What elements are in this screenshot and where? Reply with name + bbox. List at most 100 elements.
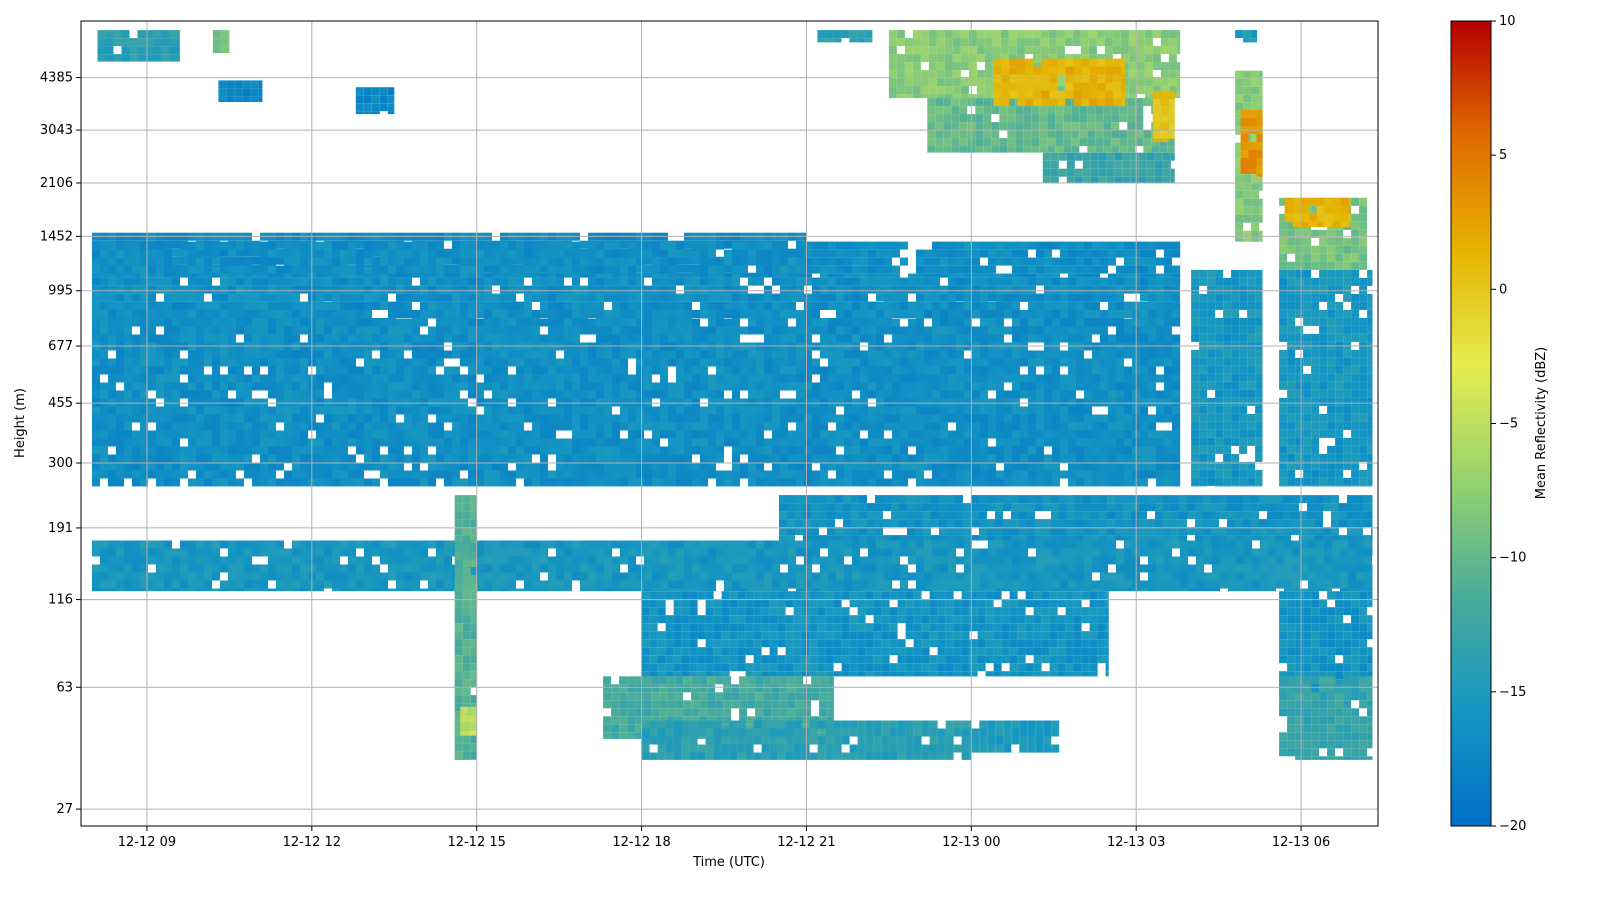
heatmap-cell [164,358,172,367]
heatmap-cell [348,350,356,359]
heatmap-cell [972,446,980,455]
heatmap-cell [356,422,364,431]
heatmap-cell [1044,334,1052,343]
heatmap-cell [540,382,548,391]
heatmap-cell [244,241,252,250]
heatmap-cell [1044,318,1052,319]
heatmap-cell [1255,325,1263,334]
heatmap-cell [892,470,900,479]
heatmap-cell [316,241,324,250]
heatmap-cell [212,382,220,391]
heatmap-cell [444,470,452,479]
heatmap-cell [956,374,964,383]
heatmap-cell [532,334,540,343]
heatmap-cell [1148,462,1156,471]
heatmap-cell [780,302,788,310]
heatmap-cell [356,438,364,447]
heatmap-cell [788,470,796,479]
heatmap-cell [660,398,668,407]
heatmap-cell [764,438,772,447]
heatmap-cell [252,366,260,375]
heatmap-cell [836,241,844,250]
heatmap-cell [1100,249,1108,258]
heatmap-cell [820,265,828,274]
heatmap-cell [948,241,956,250]
heatmap-cell [956,285,964,294]
heatmap-cell [868,446,876,455]
heatmap-cell [420,318,428,327]
heatmap-cell [556,414,564,423]
heatmap-cell [684,446,692,455]
heatmap-cell [844,430,852,439]
heatmap-cell [348,249,356,258]
heatmap-cell [1239,357,1248,366]
heatmap-cell [212,318,220,327]
heatmap-cell [468,310,476,318]
heatmap-cell [388,414,396,423]
heatmap-cell [1012,462,1020,471]
heatmap-cell [1199,461,1208,470]
heatmap-cell [764,470,772,479]
heatmap-cell [484,249,492,258]
heatmap-cell [1084,241,1092,250]
heatmap-cell [356,382,364,391]
heatmap-cell [524,241,532,250]
heatmap-cell [380,358,388,367]
heatmap-cell [132,454,140,463]
heatmap-cell [980,326,988,335]
heatmap-cell [108,318,116,327]
heatmap-cell [820,277,828,286]
heatmap-cell [324,318,332,319]
heatmap-cell [388,350,396,359]
heatmap-cell [452,318,460,327]
heatmap-cell [300,257,308,266]
heatmap-cell [916,422,924,431]
heatmap-cell [948,414,956,423]
heatmap-cell [460,265,468,274]
heatmap-cell [956,382,964,391]
heatmap-cell [356,398,364,407]
heatmap-cell [252,470,260,479]
heatmap-cell [1231,373,1240,382]
heatmap-cell [660,277,668,286]
heatmap-cell [540,277,548,286]
heatmap-cell [1191,317,1200,326]
heatmap-cell [220,454,228,463]
heatmap-cell [908,462,916,471]
heatmap-cell [1076,326,1084,335]
heatmap-cell [260,454,268,463]
heatmap-cell [852,326,860,335]
heatmap-cell [100,366,108,375]
heatmap-cell [436,302,444,310]
heatmap-cell [1036,302,1044,310]
heatmap-cell [468,438,476,447]
heatmap-cell [1223,445,1232,454]
heatmap-cell [948,366,956,375]
heatmap-cell [124,318,132,327]
heatmap-cell [268,293,276,302]
heatmap-cell [412,318,420,319]
heatmap-cell [1223,461,1232,470]
heatmap-cell [596,422,604,431]
heatmap-cell [412,422,420,431]
heatmap-cell [284,318,292,319]
heatmap-cell [452,398,460,407]
heatmap-cell [1012,446,1020,455]
heatmap-cell [980,285,988,294]
heatmap-cell [108,470,116,479]
heatmap-cell [644,382,652,391]
heatmap-cell [348,374,356,383]
heatmap-cell [812,326,820,335]
heatmap-cell [100,398,108,407]
heatmap-cell [516,406,524,415]
heatmap-cell [388,382,396,391]
heatmap-cell [1100,285,1108,294]
heatmap-cell [364,390,372,399]
heatmap-cell [780,265,788,274]
heatmap-cell [964,478,972,487]
heatmap-cell [1084,310,1092,318]
heatmap-cell [396,285,404,294]
heatmap-cell [532,257,540,266]
heatmap-cell [180,358,188,367]
heatmap-cell [724,414,732,423]
